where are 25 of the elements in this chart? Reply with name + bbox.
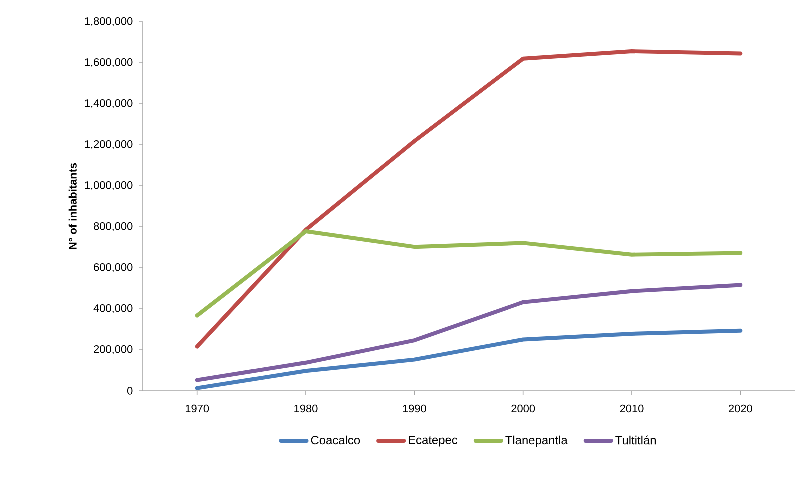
x-tick-label: 2020 — [729, 404, 752, 413]
line-series — [195, 283, 743, 382]
x-tick-label: 1990 — [403, 404, 426, 413]
x-tick-label: 1980 — [294, 404, 318, 413]
y-tick-label: 200,000 — [94, 345, 133, 355]
legend-label: Coacalco — [311, 436, 360, 445]
y-tick-label: 600,000 — [94, 263, 133, 273]
legend-label: Tultitlán — [616, 436, 656, 445]
y-tick-label: 1,200,000 — [85, 140, 133, 150]
line-series — [195, 328, 743, 390]
y-tick-label: 1,400,000 — [85, 99, 133, 109]
y-tick-label: 1,800,000 — [85, 17, 133, 27]
legend-label: Tlanepantla — [506, 436, 568, 447]
y-tick-label: 400,000 — [94, 304, 133, 314]
line-series — [195, 50, 743, 349]
y-tick-label: 800,000 — [94, 222, 133, 232]
line-series — [195, 230, 743, 318]
legend-label: Ecatepec — [409, 436, 458, 447]
x-tick-label: 2010 — [620, 404, 644, 413]
x-tick-label: 2000 — [512, 404, 536, 413]
x-tick-label: 1970 — [186, 404, 210, 413]
y-tick-label: 1,600,000 — [85, 58, 133, 68]
y-tick-label: 1,000,000 — [85, 181, 133, 191]
y-tick-label: 0 — [127, 387, 133, 395]
y-axis-title: N° of inhabitants — [68, 163, 77, 250]
